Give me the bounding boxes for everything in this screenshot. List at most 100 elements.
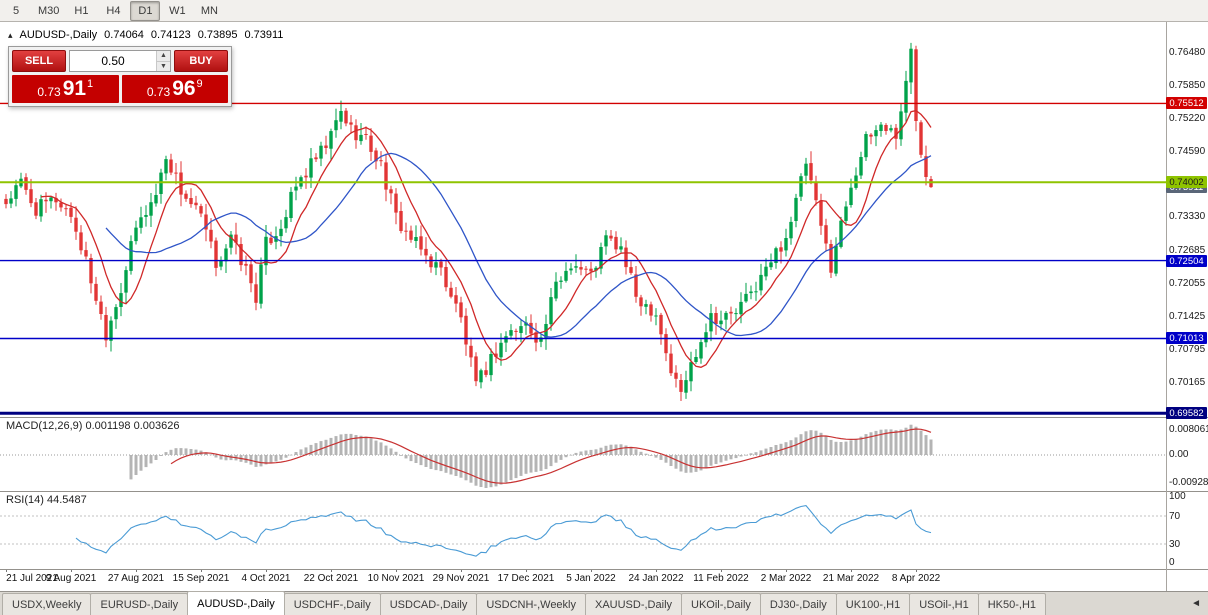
date-axis[interactable]: 21 Jul 2021 9 Aug 2021 27 Aug 2021 15 Sep 2… [0,569,1166,591]
rsi-tick-0: 0 [1169,557,1175,568]
price-tick-0.73330: 0.73330 [1169,211,1206,222]
bid-pip-digit: 1 [87,78,94,90]
chart-tab-usdchf-daily[interactable]: USDCHF-,Daily [283,593,381,615]
tab-scroll-left-icon[interactable]: ◄ [1191,598,1201,609]
date-tick-mark [6,569,7,572]
ask-pip-digit: 9 [196,78,203,90]
rsi-tick-30: 30 [1169,539,1181,550]
one-click-collapse-icon[interactable]: ▴ [8,29,13,40]
rsi-indicator-chart[interactable] [0,491,1166,569]
rsi-label: RSI(14) 44.5487 [6,494,87,506]
date-tick-mark [851,569,852,572]
chart-symbol-label: AUDUSD-,Daily [19,29,98,41]
rsi-tick-100: 100 [1169,491,1186,502]
date-tick-mark [656,569,657,572]
date-tick-mark [396,569,397,572]
date-label-29-nov-2021: 29 Nov 2021 [432,573,490,584]
ask-prefix: 0.73 [146,85,171,99]
chart-tab-audusd-daily[interactable]: AUDUSD-,Daily [187,591,285,615]
chart-tab-usdcnh-weekly[interactable]: USDCNH-,Weekly [476,593,586,615]
volume-value[interactable]: 0.50 [101,54,125,68]
period-button-M30[interactable]: M30 [38,4,60,17]
rsi-dateaxis-separator [0,569,1208,570]
price-tick-0.72685: 0.72685 [1169,245,1206,256]
period-button-MN[interactable]: MN [200,4,218,17]
macd-axis[interactable]: 0.008061 0.00 -0.009286 [1166,0,1208,615]
date-label-10-nov-2021: 10 Nov 2021 [367,573,425,584]
price-tick-0.70795: 0.70795 [1169,344,1206,355]
date-tick-mark [136,569,137,572]
date-label-11-feb-2022: 11 Feb 2022 [693,573,749,584]
chart-tab-usdx-weekly[interactable]: USDX,Weekly [2,593,92,615]
date-label-27-aug-2021: 27 Aug 2021 [107,573,165,584]
price-tick-0.71425: 0.71425 [1169,311,1206,322]
ohlc-close: 0.73911 [244,29,284,41]
macd-axis-zero: 0.00 [1169,449,1189,460]
bid-big-digits: 91 [62,77,87,100]
price-axis[interactable]: 0.764800.758500.752200.745900.739550.733… [1166,22,1208,419]
period-button-H4[interactable]: H4 [106,4,121,17]
chart-tab-hk50-h1[interactable]: HK50-,H1 [977,593,1047,615]
date-label-4-oct-2021: 4 Oct 2021 [241,573,291,584]
volume-up-button[interactable]: ▲ [157,51,170,62]
date-label-22-oct-2021: 22 Oct 2021 [303,573,359,584]
date-label-9-aug-2021: 9 Aug 2021 [45,573,97,584]
date-tick-mark [331,569,332,572]
chart-tab-dj30-daily[interactable]: DJ30-,Daily [759,593,837,615]
date-tick-mark [71,569,72,572]
price-tick-0.75850: 0.75850 [1169,80,1206,91]
date-label-21-mar-2022: 21 Mar 2022 [822,573,880,584]
bid-prefix: 0.73 [37,85,61,99]
date-tick-mark [461,569,462,572]
date-tick-mark [916,569,917,572]
date-tick-mark [721,569,722,572]
ohlc-high: 0.74123 [150,29,191,41]
buy-button[interactable]: BUY [174,50,228,72]
one-click-trading-panel: SELL 0.50 ▲ ▼ BUY 0.73 91 1 0.73 96 9 [8,46,232,107]
bid-price[interactable]: 0.73 91 1 [12,75,119,103]
volume-input[interactable]: 0.50 ▲ ▼ [69,50,171,72]
ask-big-digits: 96 [172,77,196,100]
date-label-2-mar-2022: 2 Mar 2022 [760,573,812,584]
macd-axis-max: 0.008061 [1169,424,1208,435]
period-button-H1[interactable]: H1 [74,4,89,17]
period-button-5[interactable]: 5 [12,4,20,17]
date-label-15-sep-2021: 15 Sep 2021 [172,573,230,584]
macd-axis-min: -0.009286 [1169,477,1208,488]
chart-tab-uk100-h1[interactable]: UK100-,H1 [835,593,911,615]
volume-down-button[interactable]: ▼ [157,61,170,71]
price-tick-0.70165: 0.70165 [1169,377,1206,388]
chart-tab-xauusd-daily[interactable]: XAUUSD-,Daily [585,593,683,615]
sell-button[interactable]: SELL [12,50,66,72]
chart-tab-usoil-h1[interactable]: USOil-,H1 [909,593,979,615]
ohlc-open: 0.74064 [104,29,144,41]
date-tick-mark [786,569,787,572]
date-label-24-jan-2022: 24 Jan 2022 [628,573,684,584]
level-axis-label-0.74002: 0.74002 [1166,176,1207,188]
chart-tab-ukoil-daily[interactable]: UKOil-,Daily [681,593,761,615]
period-button-W1[interactable]: W1 [169,4,186,17]
chart-tab-eurusd-daily[interactable]: EURUSD-,Daily [90,593,189,615]
chart-ohlc-header: ▴ AUDUSD-,Daily 0.74064 0.74123 0.73895 … [8,29,283,41]
date-tick-mark [266,569,267,572]
main-macd-separator [0,417,1208,418]
rsi-tick-70: 70 [1169,511,1181,522]
date-label-21-jul-2021: 21 Jul 2021 [6,573,58,584]
level-axis-label-0.75512: 0.75512 [1166,97,1207,109]
volume-spinner: ▲ ▼ [156,51,170,71]
macd-indicator-chart[interactable] [0,417,1166,491]
main-price-chart[interactable] [0,22,1166,417]
ohlc-low: 0.73895 [197,29,238,41]
chart-tab-usdcad-daily[interactable]: USDCAD-,Daily [379,593,478,615]
chart-tabs-bar: USDX,Weekly EURUSD-,Daily AUDUSD-,Daily USD… [0,591,1208,615]
rsi-axis[interactable]: 100 70 30 0 [1166,491,1208,569]
ask-price[interactable]: 0.73 96 9 [121,75,228,103]
price-tick-0.75220: 0.75220 [1169,113,1206,124]
level-axis-label-0.69582: 0.69582 [1166,407,1207,419]
price-tick-0.72055: 0.72055 [1169,278,1206,289]
date-tick-mark [591,569,592,572]
level-axis-label-0.72504: 0.72504 [1166,255,1207,267]
period-button-D1[interactable]: D1 [130,0,161,21]
level-axis-label-0.71013: 0.71013 [1166,332,1207,344]
